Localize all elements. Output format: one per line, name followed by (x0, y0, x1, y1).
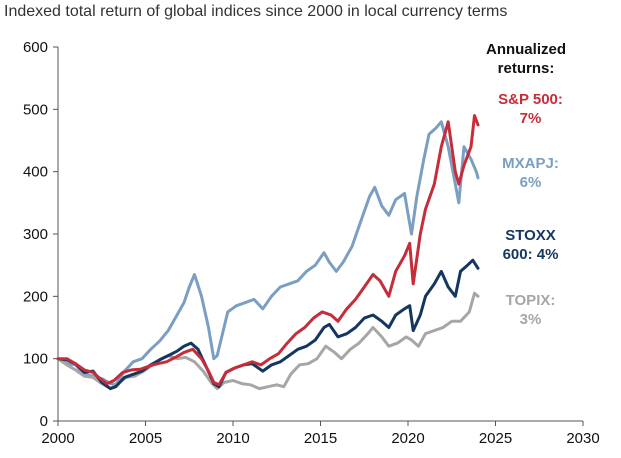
x-tick-label: 2005 (129, 430, 162, 447)
y-tick-label: 200 (23, 288, 48, 305)
series-line-mxapj (56, 120, 480, 387)
y-tick-label: 100 (23, 351, 48, 368)
axes: 0 100 200 300 400 500 600 2000 2005 2010 2015 2020 2… (23, 39, 600, 447)
stoxx600-return-label: STOXX 600: 4% (502, 227, 559, 263)
x-tick-label: 2010 (216, 430, 249, 447)
y-tick-label: 500 (23, 101, 48, 118)
series-line-s-p-500 (56, 114, 480, 387)
sp500-return-label: S&P 500: 7% (498, 91, 563, 127)
y-tick-label: 600 (23, 39, 48, 56)
x-tick-label: 2015 (304, 430, 337, 447)
chart-title: Indexed total return of global indices s… (4, 3, 508, 20)
series-line-topix (56, 291, 480, 391)
series-line-stoxx-600 (56, 258, 480, 391)
x-tick-label: 2000 (41, 430, 74, 447)
mxapj-return-label: MXAPJ: 6% (502, 155, 559, 191)
series-lines (56, 114, 480, 391)
y-tick-label: 300 (23, 226, 48, 243)
x-tick-label: 2025 (479, 430, 512, 447)
x-tick-label: 2030 (566, 430, 599, 447)
topix-return-label: TOPIX: 3% (505, 292, 556, 328)
legend-title: Annualized returns: (485, 41, 566, 77)
x-tick-label: 2020 (391, 430, 424, 447)
y-tick-label: 400 (23, 164, 48, 181)
y-tick-label: 0 (40, 413, 48, 430)
